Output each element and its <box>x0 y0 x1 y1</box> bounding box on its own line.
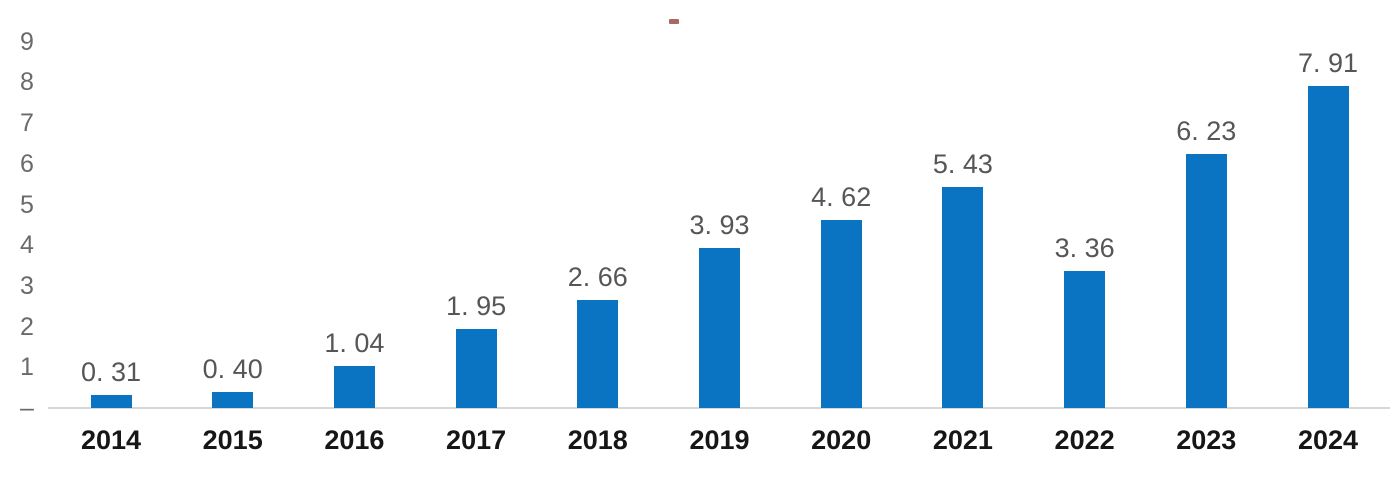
y-tick-label: 7 <box>20 109 34 138</box>
bar-value-label: 0. 40 <box>202 354 263 384</box>
y-tick-label: 5 <box>20 190 34 219</box>
bar-value-label: 0. 31 <box>80 357 142 387</box>
bar-value-label: 1. 95 <box>446 291 507 321</box>
y-tick-label: 1 <box>20 353 34 382</box>
bar-2021 <box>942 187 984 408</box>
x-tick-label: 2019 <box>689 425 750 455</box>
bar-value-label: 5. 43 <box>932 149 993 179</box>
bar-value-label: 6. 23 <box>1176 116 1237 146</box>
bar-value-label: 3. 93 <box>689 210 750 240</box>
y-tick-label: 9 <box>20 27 34 56</box>
x-tick-label: 2015 <box>202 425 263 455</box>
x-tick-label: 2023 <box>1176 425 1237 455</box>
x-tick-label: 2022 <box>1054 425 1115 455</box>
bar-2024 <box>1307 86 1349 408</box>
x-axis-line <box>48 407 1390 409</box>
bar-value-label: 7. 91 <box>1297 48 1359 78</box>
x-tick-label: 2016 <box>324 425 385 455</box>
bar-2014 <box>90 395 132 408</box>
bar-2019 <box>699 248 740 408</box>
bar-value-label: 2. 66 <box>567 262 628 292</box>
x-tick-label: 2017 <box>446 425 507 455</box>
y-tick-label: 4 <box>20 231 34 260</box>
title-artifact-dash <box>669 19 679 24</box>
x-tick-label: 2018 <box>567 425 628 455</box>
x-tick-label: 2014 <box>80 425 142 455</box>
bar-2015 <box>212 392 254 408</box>
bar-2022 <box>1064 271 1106 408</box>
bar-value-label: 1. 04 <box>324 328 385 358</box>
x-tick-label: 2020 <box>811 425 872 455</box>
y-tick-label: 3 <box>20 271 34 300</box>
bar-2023 <box>1185 154 1227 408</box>
bar-value-label: 3. 36 <box>1054 233 1115 263</box>
y-tick-label: – <box>20 394 34 422</box>
bar-2020 <box>820 220 862 408</box>
bar-2017 <box>455 329 497 408</box>
x-tick-label: 2024 <box>1297 425 1359 455</box>
y-tick-label: 8 <box>20 68 34 97</box>
y-tick-label: 6 <box>20 149 34 178</box>
bar-value-label: 4. 62 <box>811 182 872 212</box>
y-tick-label: 2 <box>20 312 34 341</box>
bar-2018 <box>577 300 619 408</box>
bar-2016 <box>333 366 375 408</box>
x-tick-label: 2021 <box>932 425 993 455</box>
